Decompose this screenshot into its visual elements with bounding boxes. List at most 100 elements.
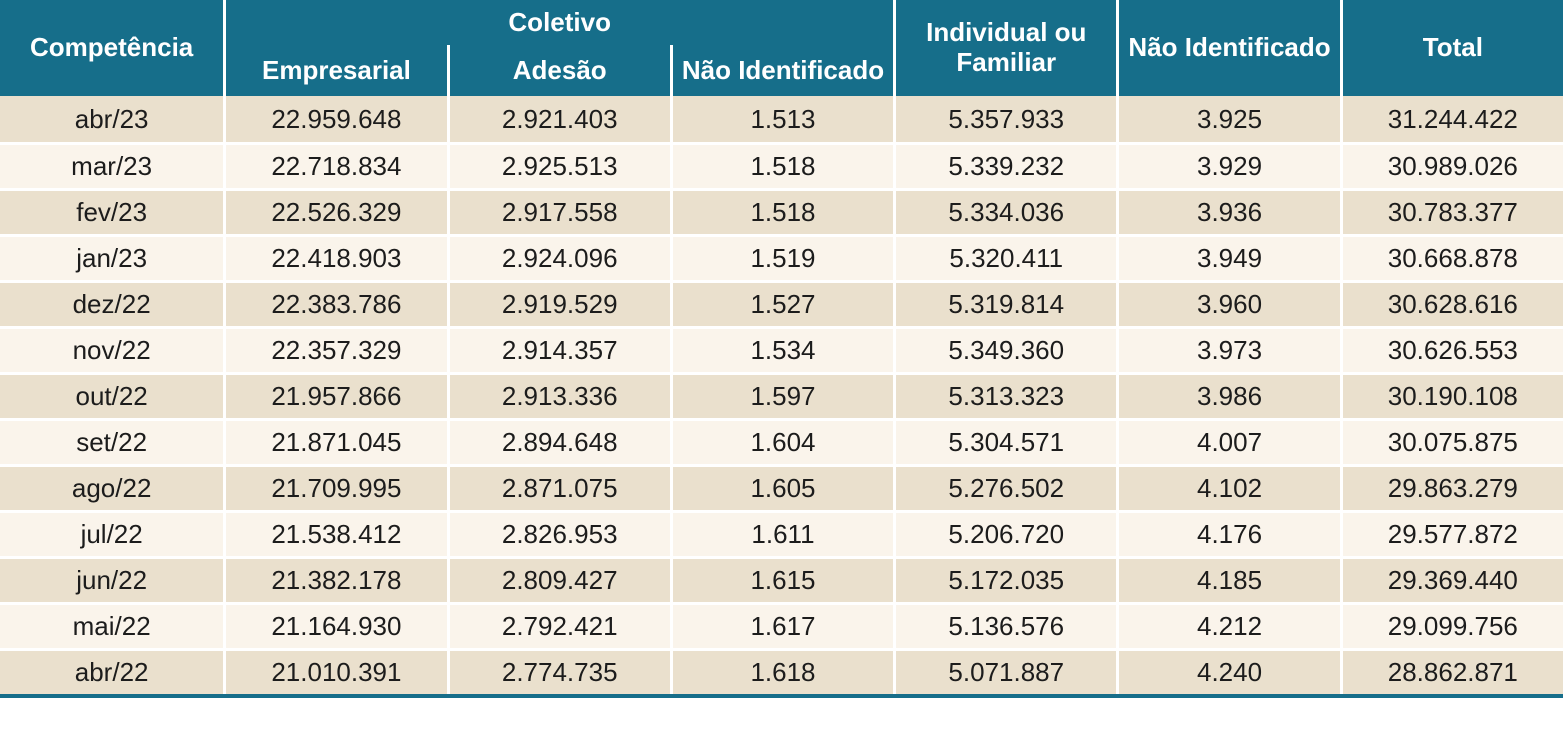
cell-individual-ou-familiar: 5.172.035 — [893, 556, 1117, 602]
cell-nao-identificado-coletivo: 1.618 — [669, 648, 894, 694]
col-header-total: Total — [1339, 0, 1563, 96]
cell-empresarial: 21.164.930 — [223, 602, 447, 648]
cell-nao-identificado: 3.936 — [1116, 188, 1340, 234]
cell-individual-ou-familiar: 5.276.502 — [893, 464, 1117, 510]
cell-nao-identificado: 3.973 — [1116, 326, 1340, 372]
cell-empresarial: 21.538.412 — [223, 510, 447, 556]
cell-competencia: jan/23 — [0, 234, 224, 280]
table-row: dez/22 22.383.786 2.919.529 1.527 5.319.814 3… — [0, 280, 1563, 326]
col-group-coletivo: Coletivo — [223, 0, 894, 45]
cell-nao-identificado: 3.960 — [1116, 280, 1340, 326]
cell-nao-identificado-coletivo: 1.615 — [669, 556, 894, 602]
col-header-individual-ou-familiar: Individual ou Familiar — [893, 0, 1117, 96]
col-header-competencia: Competência — [0, 0, 224, 96]
cell-adesao: 2.894.648 — [446, 418, 670, 464]
cell-adesao: 2.809.427 — [446, 556, 670, 602]
cell-total: 30.626.553 — [1339, 326, 1563, 372]
cell-nao-identificado: 4.240 — [1116, 648, 1340, 694]
table-body: abr/23 22.959.648 2.921.403 1.513 5.357.933 3… — [0, 96, 1563, 694]
table-row: out/22 21.957.866 2.913.336 1.597 5.313.323 3… — [0, 372, 1563, 418]
cell-total: 30.190.108 — [1339, 372, 1563, 418]
cell-empresarial: 21.871.045 — [223, 418, 447, 464]
table-row: nov/22 22.357.329 2.914.357 1.534 5.349.360 3… — [0, 326, 1563, 372]
col-header-adesao: Adesão — [446, 45, 670, 96]
cell-empresarial: 22.383.786 — [223, 280, 447, 326]
table-row: jun/22 21.382.178 2.809.427 1.615 5.172.035 4… — [0, 556, 1563, 602]
table-row: abr/23 22.959.648 2.921.403 1.513 5.357.933 3… — [0, 96, 1563, 142]
cell-adesao: 2.774.735 — [446, 648, 670, 694]
cell-nao-identificado-coletivo: 1.617 — [669, 602, 894, 648]
cell-nao-identificado-coletivo: 1.518 — [669, 142, 894, 188]
table-row: abr/22 21.010.391 2.774.735 1.618 5.071.887 4… — [0, 648, 1563, 694]
cell-competencia: out/22 — [0, 372, 224, 418]
cell-total: 28.862.871 — [1339, 648, 1563, 694]
col-header-nao-identificado-coletivo: Não Identificado — [669, 45, 894, 96]
cell-nao-identificado-coletivo: 1.534 — [669, 326, 894, 372]
cell-adesao: 2.917.558 — [446, 188, 670, 234]
cell-individual-ou-familiar: 5.319.814 — [893, 280, 1117, 326]
cell-empresarial: 21.010.391 — [223, 648, 447, 694]
cell-adesao: 2.792.421 — [446, 602, 670, 648]
cell-competencia: abr/22 — [0, 648, 224, 694]
cell-total: 29.577.872 — [1339, 510, 1563, 556]
cell-adesao: 2.914.357 — [446, 326, 670, 372]
cell-individual-ou-familiar: 5.313.323 — [893, 372, 1117, 418]
cell-adesao: 2.826.953 — [446, 510, 670, 556]
cell-nao-identificado-coletivo: 1.518 — [669, 188, 894, 234]
cell-total: 30.628.616 — [1339, 280, 1563, 326]
cell-nao-identificado: 4.102 — [1116, 464, 1340, 510]
cell-competencia: mai/22 — [0, 602, 224, 648]
cell-nao-identificado-coletivo: 1.519 — [669, 234, 894, 280]
cell-individual-ou-familiar: 5.339.232 — [893, 142, 1117, 188]
cell-nao-identificado-coletivo: 1.527 — [669, 280, 894, 326]
cell-nao-identificado: 3.986 — [1116, 372, 1340, 418]
table-row: ago/22 21.709.995 2.871.075 1.605 5.276.502 4… — [0, 464, 1563, 510]
cell-empresarial: 21.382.178 — [223, 556, 447, 602]
cell-individual-ou-familiar: 5.071.887 — [893, 648, 1117, 694]
cell-nao-identificado-coletivo: 1.611 — [669, 510, 894, 556]
cell-individual-ou-familiar: 5.206.720 — [893, 510, 1117, 556]
cell-competencia: ago/22 — [0, 464, 224, 510]
cell-adesao: 2.913.336 — [446, 372, 670, 418]
cell-competencia: abr/23 — [0, 96, 224, 142]
col-header-nao-identificado: Não Identificado — [1116, 0, 1340, 96]
cell-empresarial: 22.357.329 — [223, 326, 447, 372]
cell-individual-ou-familiar: 5.334.036 — [893, 188, 1117, 234]
cell-total: 29.863.279 — [1339, 464, 1563, 510]
cell-empresarial: 22.418.903 — [223, 234, 447, 280]
table-row: jan/23 22.418.903 2.924.096 1.519 5.320.411 3… — [0, 234, 1563, 280]
cell-empresarial: 22.959.648 — [223, 96, 447, 142]
cell-empresarial: 22.526.329 — [223, 188, 447, 234]
cell-individual-ou-familiar: 5.320.411 — [893, 234, 1117, 280]
cell-nao-identificado: 3.949 — [1116, 234, 1340, 280]
cell-total: 30.989.026 — [1339, 142, 1563, 188]
cell-competencia: nov/22 — [0, 326, 224, 372]
cell-nao-identificado: 4.007 — [1116, 418, 1340, 464]
cell-competencia: mar/23 — [0, 142, 224, 188]
cell-adesao: 2.871.075 — [446, 464, 670, 510]
beneficiaries-table: Competência Coletivo Individual ou Famil… — [0, 0, 1563, 694]
table-row: mai/22 21.164.930 2.792.421 1.617 5.136.576 4… — [0, 602, 1563, 648]
table-row: mar/23 22.718.834 2.925.513 1.518 5.339.232 3… — [0, 142, 1563, 188]
cell-adesao: 2.919.529 — [446, 280, 670, 326]
cell-nao-identificado: 3.929 — [1116, 142, 1340, 188]
cell-competencia: jun/22 — [0, 556, 224, 602]
cell-individual-ou-familiar: 5.136.576 — [893, 602, 1117, 648]
cell-nao-identificado: 4.176 — [1116, 510, 1340, 556]
cell-nao-identificado-coletivo: 1.513 — [669, 96, 894, 142]
cell-adesao: 2.924.096 — [446, 234, 670, 280]
cell-nao-identificado: 3.925 — [1116, 96, 1340, 142]
cell-individual-ou-familiar: 5.357.933 — [893, 96, 1117, 142]
cell-nao-identificado-coletivo: 1.605 — [669, 464, 894, 510]
table-row: jul/22 21.538.412 2.826.953 1.611 5.206.720 4… — [0, 510, 1563, 556]
cell-empresarial: 22.718.834 — [223, 142, 447, 188]
cell-total: 31.244.422 — [1339, 96, 1563, 142]
bottom-border-bar — [0, 694, 1563, 698]
cell-nao-identificado: 4.212 — [1116, 602, 1340, 648]
cell-adesao: 2.925.513 — [446, 142, 670, 188]
cell-total: 30.075.875 — [1339, 418, 1563, 464]
cell-nao-identificado-coletivo: 1.597 — [669, 372, 894, 418]
table-header: Competência Coletivo Individual ou Famil… — [0, 0, 1563, 96]
table-row: fev/23 22.526.329 2.917.558 1.518 5.334.036 3… — [0, 188, 1563, 234]
cell-competencia: fev/23 — [0, 188, 224, 234]
